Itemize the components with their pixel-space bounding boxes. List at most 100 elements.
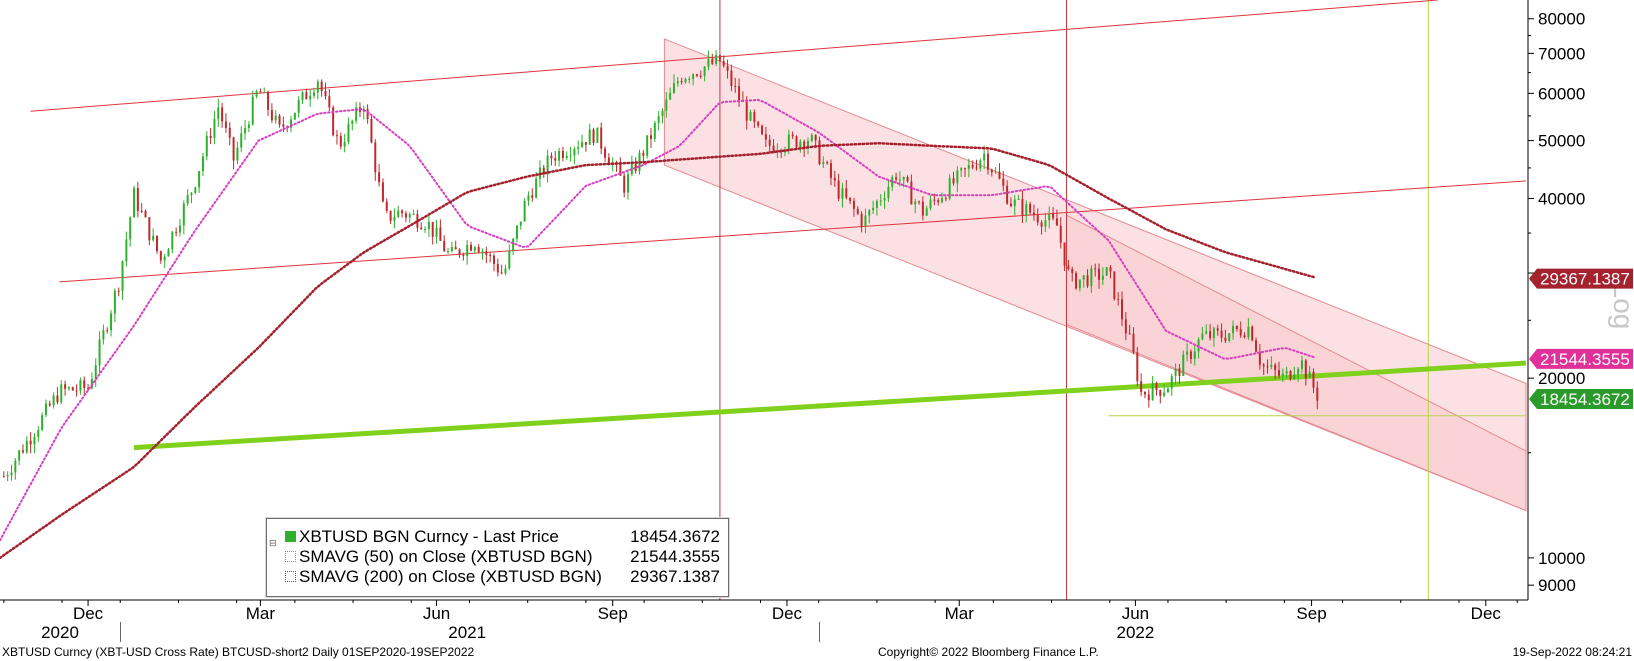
vertical-lines (719, 0, 1429, 600)
candle-body (492, 255, 495, 265)
candle-body (290, 119, 293, 128)
candle-body (554, 158, 557, 161)
candle-body (542, 167, 545, 175)
candle-body (604, 148, 607, 158)
candle-body (929, 199, 932, 209)
candle-body (255, 91, 258, 97)
candle-body (914, 201, 917, 205)
candle-body (152, 235, 155, 241)
candle-body (711, 59, 714, 64)
candle-body (316, 81, 319, 93)
candle-body (404, 213, 407, 218)
candle-body (29, 440, 32, 445)
log-scale-label: Log (1608, 283, 1634, 330)
sma50-line (0, 98, 1317, 542)
candle-body (806, 140, 809, 149)
legend-row-sma50: SMAVG (50) on Close (XBTUSD BGN) 21544.3… (273, 547, 720, 567)
candle-body (841, 188, 844, 199)
candle-body (209, 135, 212, 138)
year-label: 2021 (448, 623, 486, 642)
candle-body (56, 395, 59, 403)
candle-body (803, 141, 806, 149)
candle-body (454, 247, 457, 250)
candle-body (822, 162, 825, 165)
candle-body (2, 476, 5, 478)
candle-body (1266, 366, 1269, 368)
candle-body (1258, 351, 1261, 365)
candle-body (1163, 392, 1166, 396)
candle-body (259, 91, 262, 93)
year-label: 2020 (41, 623, 79, 642)
candle-body (764, 134, 767, 140)
candle-body (397, 210, 400, 218)
candle-body (1243, 335, 1246, 338)
candle-body (282, 124, 285, 127)
candle-body (1166, 388, 1169, 393)
candle-body (600, 127, 603, 149)
candle-body (301, 92, 304, 101)
candle-body (581, 142, 584, 147)
candle-body (339, 135, 342, 147)
y-tick-label: 80000 (1538, 10, 1585, 29)
candle-body (1082, 275, 1085, 280)
candle-body (952, 178, 955, 184)
candle-body (381, 182, 384, 202)
candle-body (527, 195, 530, 201)
candle-body (1193, 351, 1196, 360)
candle-body (171, 231, 174, 250)
candle-body (83, 380, 86, 389)
candle-body (1128, 333, 1131, 335)
candle-body (868, 210, 871, 216)
candle-body (213, 118, 216, 138)
candle-body (6, 475, 9, 477)
candle-body (550, 155, 553, 159)
y-tick-label: 50000 (1538, 132, 1585, 151)
candle-body (1220, 330, 1223, 338)
candle-body (1143, 391, 1146, 395)
candle-body (975, 167, 978, 169)
candle-body (1063, 242, 1066, 266)
legend-label: SMAVG (200) on Close (XBTUSD BGN) (299, 567, 602, 586)
y-tick-label: 9000 (1538, 576, 1576, 595)
candle-body (695, 74, 698, 76)
candle-body (569, 155, 572, 157)
candle-body (1209, 331, 1212, 339)
candle-body (335, 135, 338, 137)
candle-body (642, 152, 645, 156)
candle-body (148, 217, 151, 241)
candle-body (791, 134, 794, 137)
legend-value: 18454.3672 (630, 527, 720, 546)
candle-body (385, 201, 388, 211)
candle-body (167, 249, 170, 257)
candle-body (726, 65, 729, 71)
candle-body (1040, 222, 1043, 227)
candle-body (864, 215, 867, 227)
candle-body (657, 116, 660, 123)
candle-body (833, 177, 836, 181)
last-price-swatch-icon (285, 531, 296, 542)
candle-body (25, 440, 28, 453)
x-tick-label: Dec (1471, 604, 1502, 623)
x-tick-label: Mar (246, 604, 276, 623)
candle-body (699, 75, 702, 77)
candle-body (186, 195, 189, 204)
candle-body (730, 70, 733, 86)
candle-body (496, 264, 499, 273)
candle-body (102, 330, 105, 340)
collapse-icon[interactable]: ⊟ (269, 538, 277, 548)
candle-body (761, 125, 764, 135)
candle-body (676, 81, 679, 84)
candle-body (1235, 325, 1238, 330)
candle-body (110, 313, 113, 331)
y-tick-label: 60000 (1538, 84, 1585, 103)
candle-body (979, 160, 982, 169)
candle-body (1285, 371, 1288, 374)
candle-body (573, 148, 576, 156)
value-badge-label: 29367.1387 (1540, 270, 1630, 289)
candle-body (140, 210, 143, 212)
candle-body (623, 175, 626, 193)
candle-body (1059, 225, 1062, 243)
x-tick-label: Jun (1122, 604, 1149, 623)
candle-body (531, 195, 534, 198)
candle-body (672, 83, 675, 93)
